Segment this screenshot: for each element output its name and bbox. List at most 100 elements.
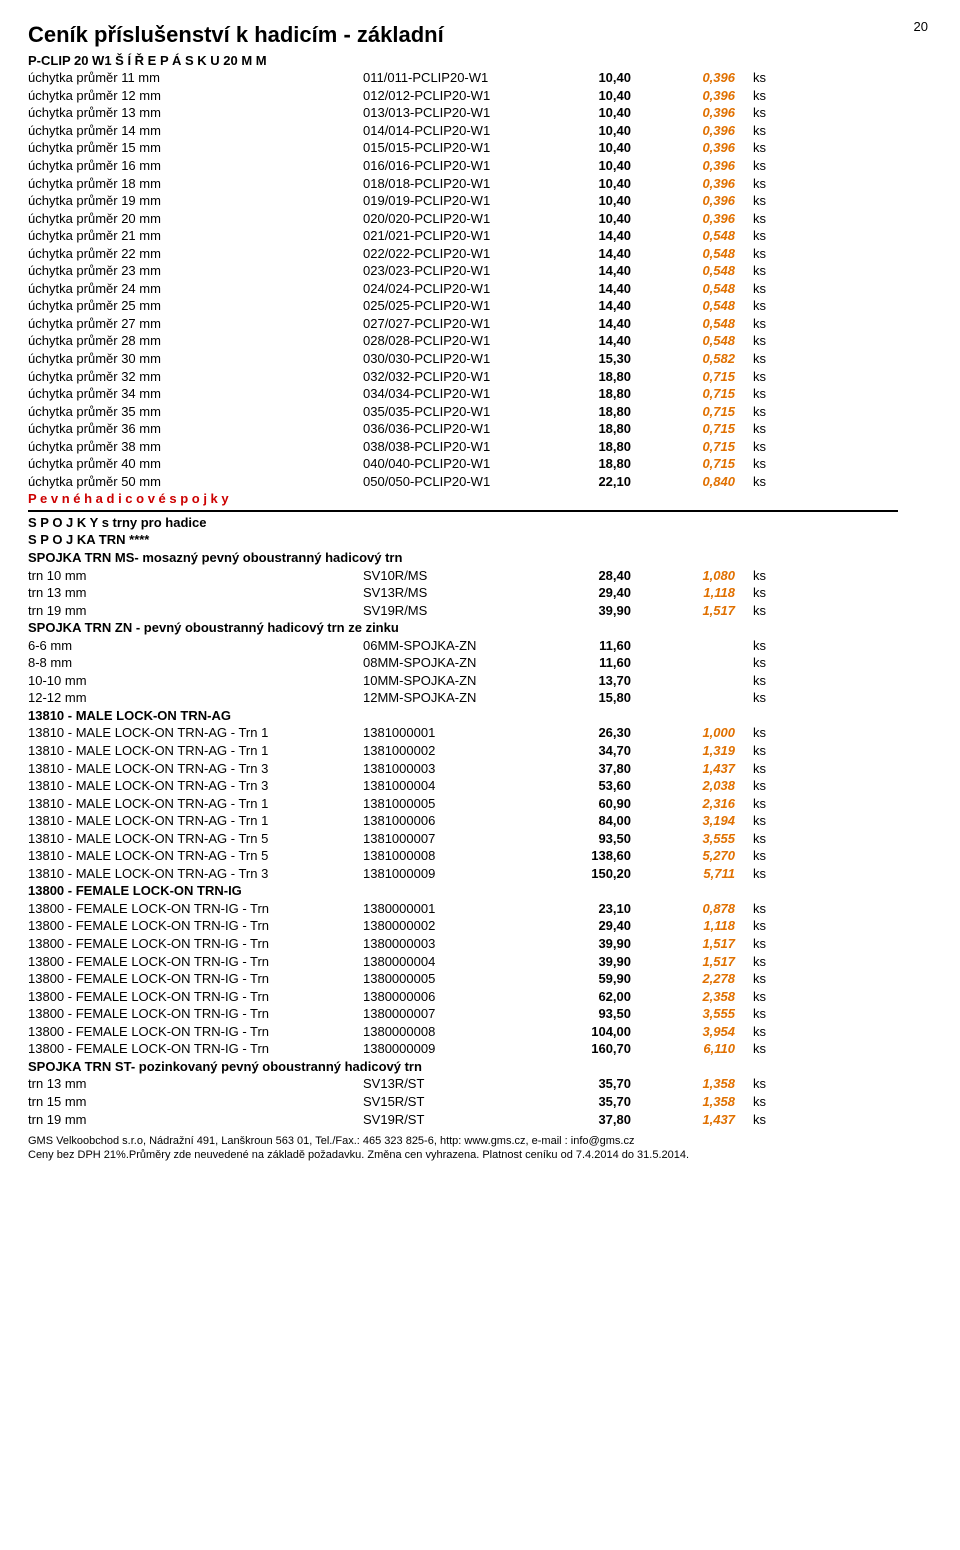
row-desc: trn 15 mm bbox=[28, 1093, 363, 1111]
row-unit: ks bbox=[753, 1023, 793, 1041]
row-code: 1380000001 bbox=[363, 900, 543, 918]
row-unit: ks bbox=[753, 654, 793, 672]
row-eur: 0,396 bbox=[643, 210, 753, 228]
row-unit: ks bbox=[753, 473, 793, 491]
row-code: 1381000003 bbox=[363, 760, 543, 778]
row-eur: 3,194 bbox=[643, 812, 753, 830]
row-unit: ks bbox=[753, 935, 793, 953]
row-unit: ks bbox=[753, 350, 793, 368]
table-row: 6-6 mm06MM-SPOJKA-ZN11,60ks bbox=[28, 637, 932, 655]
table-row: úchytka průměr 16 mm016/016-PCLIP20-W110… bbox=[28, 157, 932, 175]
row-code: 1381000005 bbox=[363, 795, 543, 813]
page-title: Ceník příslušenství k hadicím - základní bbox=[28, 20, 932, 50]
row-eur: 0,715 bbox=[643, 420, 753, 438]
table-row: 13810 - MALE LOCK-ON TRN-AG - Trn 313810… bbox=[28, 777, 932, 795]
table-row: úchytka průměr 14 mm014/014-PCLIP20-W110… bbox=[28, 122, 932, 140]
row-code: SV13R/MS bbox=[363, 584, 543, 602]
row-desc: úchytka průměr 21 mm bbox=[28, 227, 363, 245]
row-unit: ks bbox=[753, 455, 793, 473]
row-unit: ks bbox=[753, 368, 793, 386]
row-eur: 0,396 bbox=[643, 192, 753, 210]
row-price: 93,50 bbox=[543, 1005, 643, 1023]
row-code: 1381000006 bbox=[363, 812, 543, 830]
row-desc: 13800 - FEMALE LOCK-ON TRN-IG - Trn bbox=[28, 1040, 363, 1058]
row-code: 06MM-SPOJKA-ZN bbox=[363, 637, 543, 655]
row-unit: ks bbox=[753, 830, 793, 848]
row-eur: 0,396 bbox=[643, 139, 753, 157]
table-row: úchytka průměr 38 mm038/038-PCLIP20-W118… bbox=[28, 438, 932, 456]
row-price: 37,80 bbox=[543, 1111, 643, 1129]
row-unit: ks bbox=[753, 192, 793, 210]
row-price: 14,40 bbox=[543, 315, 643, 333]
row-desc: 8-8 mm bbox=[28, 654, 363, 672]
row-price: 84,00 bbox=[543, 812, 643, 830]
row-code: 034/034-PCLIP20-W1 bbox=[363, 385, 543, 403]
row-price: 138,60 bbox=[543, 847, 643, 865]
row-price: 26,30 bbox=[543, 724, 643, 742]
spojky-header-2: S P O J KA TRN **** bbox=[28, 531, 932, 549]
row-eur: 1,118 bbox=[643, 584, 753, 602]
table-row: úchytka průměr 34 mm034/034-PCLIP20-W118… bbox=[28, 385, 932, 403]
row-desc: 13800 - FEMALE LOCK-ON TRN-IG - Trn bbox=[28, 953, 363, 971]
row-unit: ks bbox=[753, 1111, 793, 1129]
row-code: 028/028-PCLIP20-W1 bbox=[363, 332, 543, 350]
row-unit: ks bbox=[753, 87, 793, 105]
pclip-header: P-CLIP 20 W1 Š Í Ř E P Á S K U 20 M M bbox=[28, 52, 932, 70]
row-desc: 13810 - MALE LOCK-ON TRN-AG - Trn 3 bbox=[28, 865, 363, 883]
row-unit: ks bbox=[753, 724, 793, 742]
row-desc: trn 10 mm bbox=[28, 567, 363, 585]
row-unit: ks bbox=[753, 262, 793, 280]
row-unit: ks bbox=[753, 69, 793, 87]
row-code: 1381000004 bbox=[363, 777, 543, 795]
table-row: úchytka průměr 23 mm023/023-PCLIP20-W114… bbox=[28, 262, 932, 280]
row-code: 08MM-SPOJKA-ZN bbox=[363, 654, 543, 672]
table-row: 13810 - MALE LOCK-ON TRN-AG - Trn 113810… bbox=[28, 795, 932, 813]
row-unit: ks bbox=[753, 1093, 793, 1111]
table-row: úchytka průměr 15 mm015/015-PCLIP20-W110… bbox=[28, 139, 932, 157]
row-code: 1380000003 bbox=[363, 935, 543, 953]
row-price: 104,00 bbox=[543, 1023, 643, 1041]
table-row: 13810 - MALE LOCK-ON TRN-AG - Trn 513810… bbox=[28, 830, 932, 848]
row-unit: ks bbox=[753, 157, 793, 175]
row-desc: úchytka průměr 25 mm bbox=[28, 297, 363, 315]
row-price: 14,40 bbox=[543, 262, 643, 280]
row-desc: úchytka průměr 34 mm bbox=[28, 385, 363, 403]
row-eur: 0,840 bbox=[643, 473, 753, 491]
row-eur: 0,548 bbox=[643, 245, 753, 263]
row-desc: úchytka průměr 14 mm bbox=[28, 122, 363, 140]
row-desc: 13810 - MALE LOCK-ON TRN-AG - Trn 3 bbox=[28, 760, 363, 778]
row-code: 1380000009 bbox=[363, 1040, 543, 1058]
row-eur: 3,555 bbox=[643, 830, 753, 848]
row-eur: 1,517 bbox=[643, 953, 753, 971]
row-unit: ks bbox=[753, 689, 793, 707]
row-unit: ks bbox=[753, 139, 793, 157]
row-code: 10MM-SPOJKA-ZN bbox=[363, 672, 543, 690]
row-price: 11,60 bbox=[543, 637, 643, 655]
row-desc: úchytka průměr 35 mm bbox=[28, 403, 363, 421]
row-code: 1380000005 bbox=[363, 970, 543, 988]
row-price: 14,40 bbox=[543, 332, 643, 350]
row-unit: ks bbox=[753, 210, 793, 228]
table-row: 13810 - MALE LOCK-ON TRN-AG - Trn 113810… bbox=[28, 812, 932, 830]
row-price: 10,40 bbox=[543, 104, 643, 122]
table-row: úchytka průměr 40 mm040/040-PCLIP20-W118… bbox=[28, 455, 932, 473]
row-eur: 0,548 bbox=[643, 332, 753, 350]
row-desc: 13800 - FEMALE LOCK-ON TRN-IG - Trn bbox=[28, 1005, 363, 1023]
row-code: 1381000002 bbox=[363, 742, 543, 760]
row-price: 18,80 bbox=[543, 385, 643, 403]
row-code: 025/025-PCLIP20-W1 bbox=[363, 297, 543, 315]
row-price: 160,70 bbox=[543, 1040, 643, 1058]
row-price: 10,40 bbox=[543, 122, 643, 140]
row-code: 012/012-PCLIP20-W1 bbox=[363, 87, 543, 105]
row-desc: trn 13 mm bbox=[28, 584, 363, 602]
row-code: SV19R/MS bbox=[363, 602, 543, 620]
row-eur: 1,000 bbox=[643, 724, 753, 742]
row-code: 011/011-PCLIP20-W1 bbox=[363, 69, 543, 87]
row-price: 10,40 bbox=[543, 69, 643, 87]
row-unit: ks bbox=[753, 847, 793, 865]
row-eur: 0,548 bbox=[643, 280, 753, 298]
row-code: 1380000006 bbox=[363, 988, 543, 1006]
row-eur: 6,110 bbox=[643, 1040, 753, 1058]
row-eur: 1,080 bbox=[643, 567, 753, 585]
table-row: trn 15 mmSV15R/ST35,701,358ks bbox=[28, 1093, 932, 1111]
